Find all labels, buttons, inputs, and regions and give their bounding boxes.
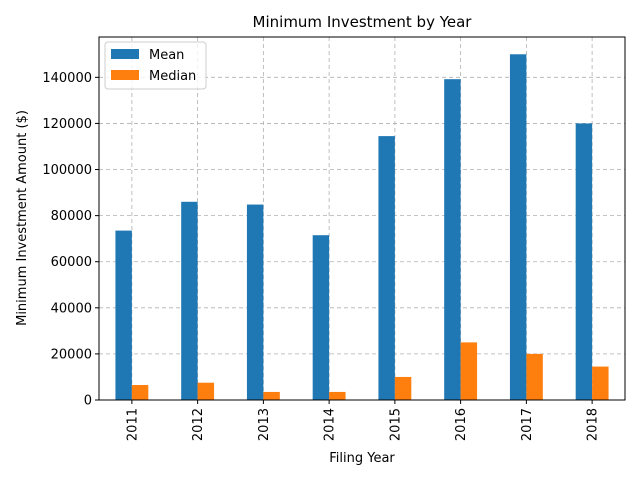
x-tick-label: 2012 [191,408,206,441]
bar-median-2015 [394,376,412,400]
y-tick-label: 140000 [42,71,92,86]
bar-mean-2018 [575,123,593,400]
y-tick-label: 80000 [51,209,92,224]
plot-frame [98,36,626,401]
x-axis-label: Filing Year [329,451,395,466]
x-tick-label: 2013 [257,408,272,441]
y-tick-label: 120000 [42,117,92,132]
bar-median-2012 [197,382,215,400]
y-tick-label: 0 [84,394,92,409]
bar-median-2014 [329,391,346,400]
chart-title: Minimum Investment by Year [253,13,473,31]
x-tick-label: 2016 [454,408,469,441]
y-axis-label: Minimum Investment Amount ($) [15,110,30,326]
bar-median-2011 [131,385,149,400]
x-tick-label: 2018 [586,408,601,441]
bar-median-2016 [460,342,478,400]
bar-median-2013 [263,391,280,400]
y-axis: 0 20000 40000 60000 80000 100000 120000 140000 [42,71,99,409]
bar-mean-2011 [115,230,132,400]
bar-median-2018 [592,366,609,400]
y-tick-label: 40000 [51,301,92,316]
legend-swatch-median [111,70,139,80]
bars [115,54,609,401]
bar-median-2017 [526,353,543,400]
x-tick-label: 2014 [323,408,338,441]
y-tick-label: 20000 [51,347,92,362]
legend-label-median: Median [149,69,196,84]
y-tick-label: 100000 [42,163,92,178]
bar-mean-2013 [246,204,264,400]
legend-label-mean: Mean [149,48,184,63]
x-axis: 2011 2012 2013 2014 2015 2016 2017 2018 [125,400,601,441]
bar-mean-2016 [444,79,461,401]
bar-mean-2014 [312,235,330,400]
x-tick-label: 2011 [125,408,140,441]
x-tick-label: 2015 [388,408,403,441]
bar-mean-2012 [181,201,198,400]
x-tick-label: 2017 [520,408,535,441]
legend: Mean Median [104,41,207,90]
legend-swatch-mean [111,49,139,59]
bar-mean-2017 [509,54,527,401]
bar-mean-2015 [378,136,395,400]
y-tick-label: 60000 [51,255,92,270]
